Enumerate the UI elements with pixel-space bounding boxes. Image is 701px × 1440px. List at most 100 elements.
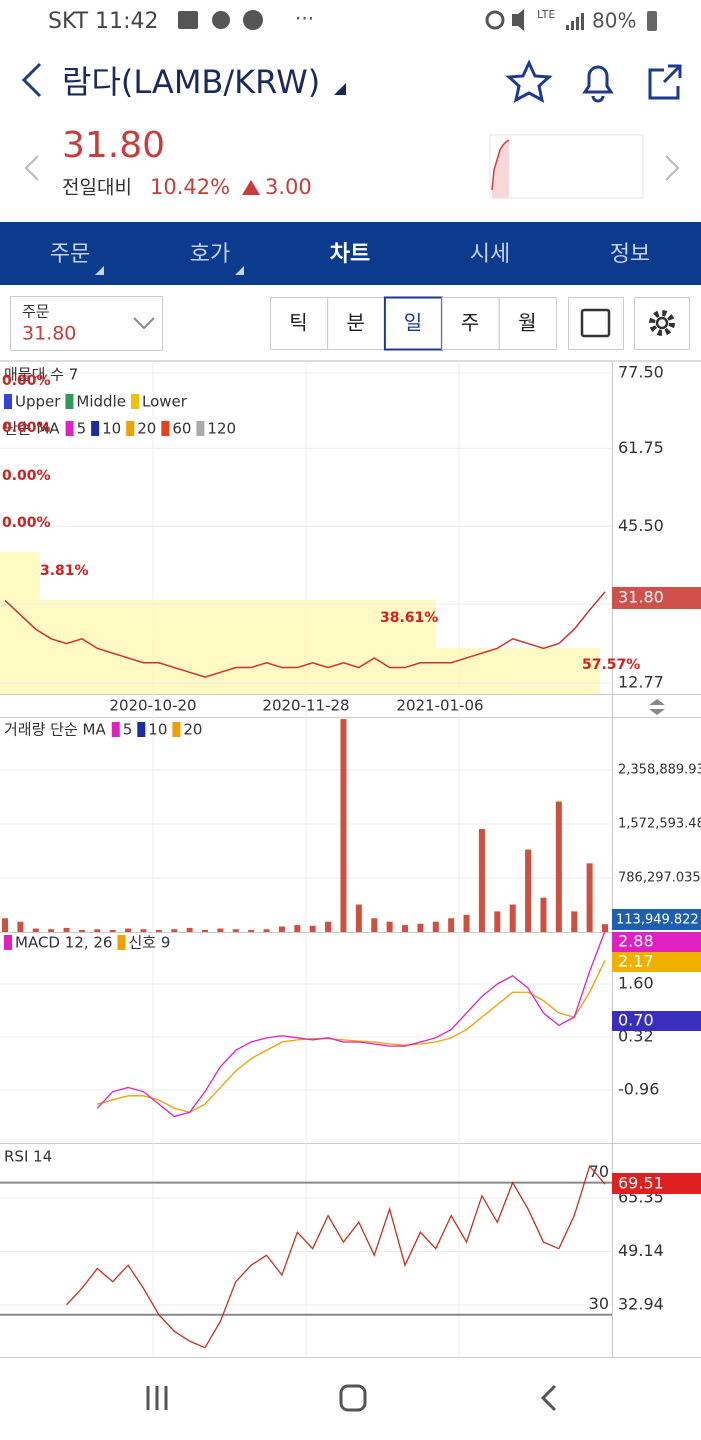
volume-profile — [0, 552, 600, 694]
y-tick-label: 32.94 — [618, 1295, 664, 1314]
current-badge — [612, 932, 701, 952]
order-box[interactable] — [10, 296, 163, 351]
volume-bar — [48, 929, 55, 933]
volume-bar — [540, 897, 547, 933]
volume-bar — [278, 926, 285, 933]
order-value: 31.80 — [22, 323, 76, 345]
legend-swatch — [117, 935, 126, 950]
legend-swatch — [161, 421, 170, 436]
volume-bar — [402, 925, 408, 932]
volume-bar — [571, 911, 578, 932]
volume-bar — [263, 929, 270, 933]
tab-selected[interactable]: 차트 — [330, 242, 370, 267]
y-tick-label: 0.32 — [618, 1027, 654, 1046]
volume-bar — [232, 929, 239, 933]
series-line — [4, 591, 606, 678]
legend-swatch — [172, 722, 181, 737]
period-button[interactable] — [327, 297, 386, 350]
volume-bar — [417, 923, 424, 932]
prev-button[interactable] — [24, 155, 39, 181]
tab[interactable]: 주문 — [50, 242, 90, 267]
share-button[interactable] — [648, 64, 682, 100]
volume-bar — [78, 929, 85, 933]
volume-bar — [325, 921, 332, 933]
period-button[interactable] — [270, 297, 328, 350]
y-tick-label: 77.50 — [618, 363, 664, 382]
volume-bar — [555, 801, 562, 932]
level-label: 70 — [589, 1162, 609, 1181]
series-line — [96, 930, 606, 1118]
legend-label: Upper — [15, 393, 61, 411]
profile-label: 57.57% — [582, 657, 640, 673]
status-time: SKT 11:42 — [48, 9, 159, 34]
tab[interactable]: 시세 — [470, 242, 510, 267]
period-button[interactable] — [498, 297, 557, 350]
period-label: 월 — [518, 311, 536, 335]
back-button[interactable] — [21, 62, 42, 98]
profile-label: 0.00% — [2, 373, 51, 389]
icon — [512, 9, 524, 31]
home-button[interactable] — [339, 1384, 367, 1412]
current-badge — [612, 587, 701, 609]
legend-swatch — [196, 421, 205, 436]
indicator-label: RSI 14 — [4, 1148, 52, 1166]
alert-button[interactable] — [582, 65, 614, 103]
back-nav-button[interactable] — [540, 1384, 557, 1412]
volume-bar — [509, 904, 516, 933]
settings-button[interactable] — [634, 297, 690, 350]
y-tick-label: 45.50 — [618, 516, 664, 535]
next-button[interactable] — [665, 155, 680, 181]
legend-swatch — [65, 421, 74, 436]
volume-bar — [432, 921, 439, 933]
profile-label: 0.00% — [2, 468, 51, 484]
y-tick-label: 61.75 — [618, 438, 664, 457]
sparkline-area — [492, 140, 509, 198]
legend-title: 단순 MA — [4, 420, 60, 438]
icon — [485, 10, 505, 30]
legend-label: Middle — [76, 393, 126, 411]
volume-bar — [586, 863, 593, 933]
recents-button[interactable] — [146, 1386, 168, 1410]
favorite-button[interactable] — [505, 59, 553, 103]
sparkline — [491, 139, 510, 191]
current-value: 69.51 — [618, 1174, 664, 1193]
status-network: LTE — [537, 8, 555, 21]
icon — [212, 11, 230, 29]
current-value: 31.80 — [618, 588, 664, 607]
tab-icon — [235, 266, 244, 275]
legend-swatch — [130, 394, 139, 409]
legend-label: 20 — [137, 420, 156, 438]
x-tick-label: 2020-10-20 — [109, 697, 196, 715]
layout-button[interactable] — [568, 297, 624, 350]
title[interactable]: 람다(LAMB/KRW) — [62, 63, 320, 101]
legend-swatch — [111, 722, 120, 737]
legend-label: 60 — [172, 420, 191, 438]
icon — [566, 13, 584, 30]
dropdown-icon[interactable] — [334, 83, 346, 95]
current-value: 0.70 — [618, 1011, 654, 1030]
period-button[interactable] — [441, 297, 500, 350]
volume-bar — [94, 929, 101, 933]
volume-bar — [2, 918, 8, 933]
legend-swatch — [4, 394, 12, 409]
legend-swatch — [126, 421, 135, 436]
tab-bar — [0, 222, 701, 285]
icon — [178, 11, 198, 29]
y-tick-label: -0.96 — [618, 1080, 659, 1099]
tab[interactable]: 정보 — [610, 242, 650, 267]
vertical-grid — [152, 361, 460, 1357]
tab[interactable]: 호가 — [190, 242, 230, 267]
period-label: 분 — [346, 311, 364, 335]
resize-icon[interactable] — [649, 699, 665, 715]
legend-label: MACD 12, 26 — [15, 934, 112, 952]
current-value: 2.17 — [618, 952, 654, 971]
legend-swatch — [137, 722, 146, 737]
y-tick-label: 2,358,889.938 — [618, 763, 701, 778]
current-badge — [612, 909, 701, 930]
icon — [580, 308, 611, 338]
profile-label: 0.00% — [2, 420, 51, 436]
volume-bar — [155, 929, 162, 933]
y-tick-label: 1.60 — [618, 974, 654, 993]
level-label: 30 — [589, 1294, 609, 1313]
volume-bar — [355, 904, 362, 933]
